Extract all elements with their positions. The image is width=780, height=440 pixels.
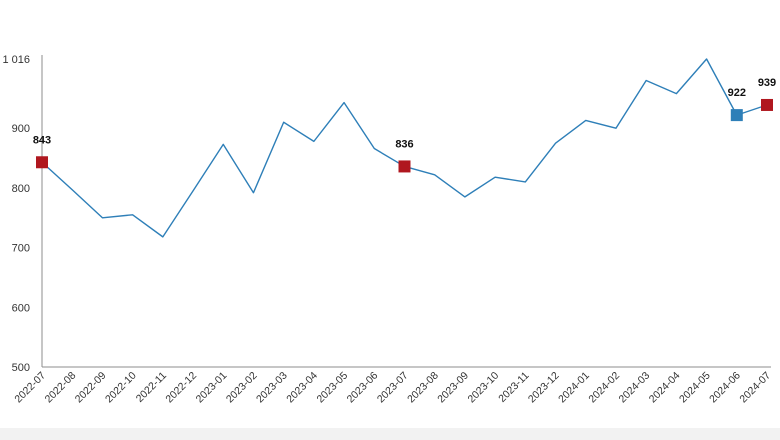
y-tick-label: 1 016	[2, 54, 30, 66]
x-tick-label: 2024-07	[737, 370, 773, 406]
x-tick-label: 2022-11	[134, 370, 169, 405]
x-tick-label: 2024-03	[617, 370, 653, 406]
x-tick-label: 2023-11	[496, 370, 531, 405]
x-tick-label: 2023-07	[375, 370, 411, 406]
x-tick-label: 2022-07	[12, 370, 48, 406]
x-tick-label: 2022-10	[103, 370, 139, 406]
x-tick-label: 2023-10	[466, 370, 502, 406]
x-tick-label: 2024-06	[707, 370, 743, 406]
y-tick-labels: 500 600 700 800 900 1 016	[2, 54, 30, 374]
x-tick-label: 2023-06	[345, 370, 381, 406]
x-tick-label: 2023-05	[314, 370, 350, 406]
data-point-marker	[36, 156, 48, 169]
data-label: 836	[395, 138, 413, 150]
marker-layer	[36, 98, 773, 173]
x-tick-label: 2022-12	[163, 370, 199, 406]
y-tick-label: 700	[12, 243, 30, 255]
y-tick-label: 900	[12, 123, 30, 135]
x-tick-label: 2023-01	[194, 370, 230, 406]
x-tick-label: 2023-02	[224, 370, 260, 406]
data-label: 939	[758, 77, 776, 89]
data-point-marker	[398, 160, 411, 173]
x-tick-label: 2024-02	[586, 370, 622, 406]
y-tick-label: 500	[12, 362, 30, 374]
x-tick-label: 2022-08	[43, 370, 79, 406]
y-tick-label: 800	[12, 183, 30, 195]
x-tick-label: 2023-08	[405, 370, 441, 406]
x-tick-label: 2023-04	[284, 370, 320, 406]
x-tick-label: 2024-05	[677, 370, 713, 406]
data-label: 922	[728, 87, 746, 99]
data-point-marker	[730, 109, 743, 122]
axes	[41, 55, 771, 368]
data-point-marker	[761, 98, 773, 111]
x-tick-label: 2022-09	[73, 370, 109, 406]
x-tick-label: 2023-03	[254, 370, 290, 406]
bottom-band	[0, 428, 780, 440]
y-tick-label: 600	[12, 302, 30, 314]
x-tick-labels: 2022-072022-082022-092022-102022-112022-…	[12, 370, 773, 406]
x-tick-label: 2023-09	[435, 370, 471, 406]
data-label: 843	[33, 134, 51, 146]
data-labels: 843 836 922 939	[33, 77, 776, 150]
x-tick-label: 2024-04	[647, 370, 683, 406]
x-tick-label: 2023-12	[526, 370, 562, 406]
x-tick-label: 2024-01	[556, 370, 592, 406]
